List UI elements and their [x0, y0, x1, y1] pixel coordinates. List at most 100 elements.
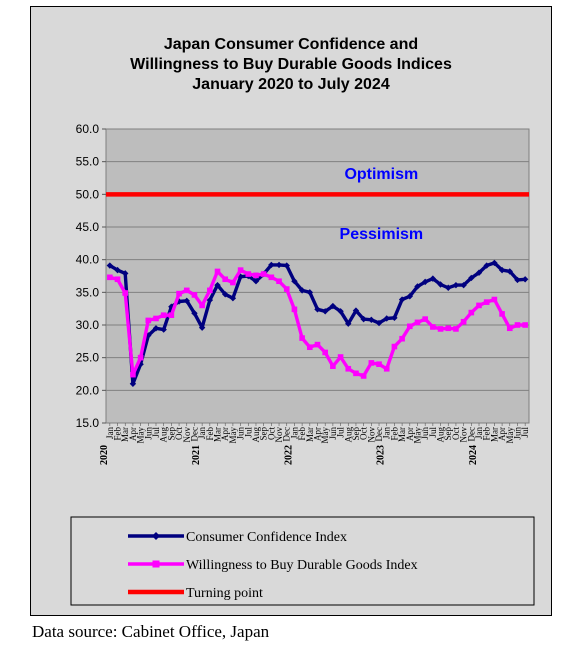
x-tick-label: Mar [120, 427, 130, 442]
y-tick-label: 20.0 [76, 383, 100, 397]
data-point [375, 319, 383, 327]
x-tick-label: Feb [389, 427, 399, 441]
x-tick-label: May [320, 427, 330, 444]
data-point [237, 267, 244, 273]
x-tick-label: Jan [382, 427, 392, 439]
x-tick-label: May [412, 427, 422, 444]
data-point [391, 343, 398, 350]
data-point [445, 325, 452, 332]
data-point [268, 261, 275, 269]
x-tick-label: Feb [482, 427, 492, 441]
chart: Japan Consumer Confidence and Willingness… [70, 36, 535, 606]
data-point [368, 316, 375, 323]
data-point [453, 326, 459, 332]
data-point [122, 290, 129, 296]
data-point [153, 315, 159, 322]
data-point [498, 266, 506, 274]
y-tick-label: 50.0 [76, 187, 100, 201]
x-tick-label: Jan [105, 427, 115, 439]
data-point [383, 365, 390, 372]
x-tick-label: Apr [128, 427, 138, 441]
data-point [499, 311, 505, 317]
data-point [252, 278, 260, 285]
data-point [522, 322, 528, 328]
data-point [383, 315, 390, 322]
data-point [406, 293, 413, 300]
data-point [268, 274, 275, 281]
data-point [452, 281, 460, 289]
legend-marker [152, 560, 160, 568]
x-tick-label: Apr [405, 427, 415, 441]
data-point [476, 302, 482, 309]
data-point [253, 272, 259, 279]
data-point [445, 284, 452, 291]
data-point [207, 287, 213, 294]
x-year-label: 2022 [283, 445, 294, 465]
x-tick-label: Jun [420, 427, 430, 440]
data-point [376, 361, 382, 367]
legend: Consumer Confidence Index Willingness to … [70, 516, 535, 606]
data-point [468, 309, 475, 316]
x-tick-label: Nov [459, 427, 469, 443]
data-point [160, 326, 167, 333]
plot-area [105, 128, 530, 424]
data-point [421, 278, 429, 286]
data-point [183, 297, 190, 305]
data-point [314, 306, 321, 313]
data-point [130, 371, 136, 378]
x-tick-label: Feb [205, 427, 215, 441]
data-point [491, 259, 498, 267]
data-point [345, 320, 352, 327]
data-point [391, 314, 398, 322]
data-point [137, 354, 144, 361]
x-tick-label: Jun [512, 427, 522, 440]
x-tick-label: Nov [274, 427, 284, 443]
y-tick-label: 30.0 [76, 318, 100, 332]
data-point [314, 341, 321, 348]
data-point [291, 306, 298, 313]
x-tick-label: Feb [297, 427, 307, 441]
x-year-label: 2023 [376, 445, 387, 465]
data-point [460, 318, 467, 325]
x-tick-label: Dec [189, 427, 199, 442]
data-point [337, 308, 344, 315]
data-point [283, 286, 290, 292]
annotation-optimism: Optimism [344, 166, 418, 183]
data-point [406, 323, 413, 330]
data-point [114, 276, 121, 283]
x-tick-label: Apr [497, 427, 507, 441]
data-point [430, 324, 436, 330]
data-point [137, 361, 144, 368]
y-tick-label: 15.0 [76, 416, 100, 430]
data-point [198, 324, 206, 331]
data-point [337, 354, 344, 360]
x-tick-label: Apr [220, 427, 230, 441]
y-tick-label: 60.0 [76, 122, 100, 136]
x-tick-label: Oct [451, 427, 461, 440]
data-point [299, 335, 305, 341]
data-point [399, 335, 405, 342]
chart-title-line: Willingness to Buy Durable Goods Indices [130, 56, 452, 73]
x-tick-label: Oct [359, 427, 369, 440]
chart-frame: Japan Consumer Confidence and Willingness… [30, 6, 552, 616]
chart-title-line: January 2020 to July 2024 [192, 76, 390, 93]
data-point [222, 276, 229, 283]
x-tick-label: Aug [159, 427, 169, 443]
annotation-pessimism: Pessimism [340, 226, 424, 243]
data-point [398, 296, 406, 303]
x-tick-label: Dec [466, 427, 476, 442]
legend-label: Willingness to Buy Durable Goods Index [186, 558, 418, 573]
x-tick-label: Sep [443, 427, 453, 441]
x-tick-label: Nov [182, 427, 192, 443]
data-point [483, 299, 490, 305]
data-point [422, 316, 428, 322]
data-point [206, 296, 214, 304]
x-tick-label: Oct [174, 427, 184, 440]
data-point [283, 262, 290, 269]
x-tick-label: Jan [474, 427, 484, 439]
data-point [353, 370, 359, 377]
x-tick-label: Jul [151, 427, 161, 438]
x-tick-label: Aug [343, 427, 353, 443]
data-point [321, 308, 329, 315]
x-tick-label: Jul [243, 427, 253, 438]
